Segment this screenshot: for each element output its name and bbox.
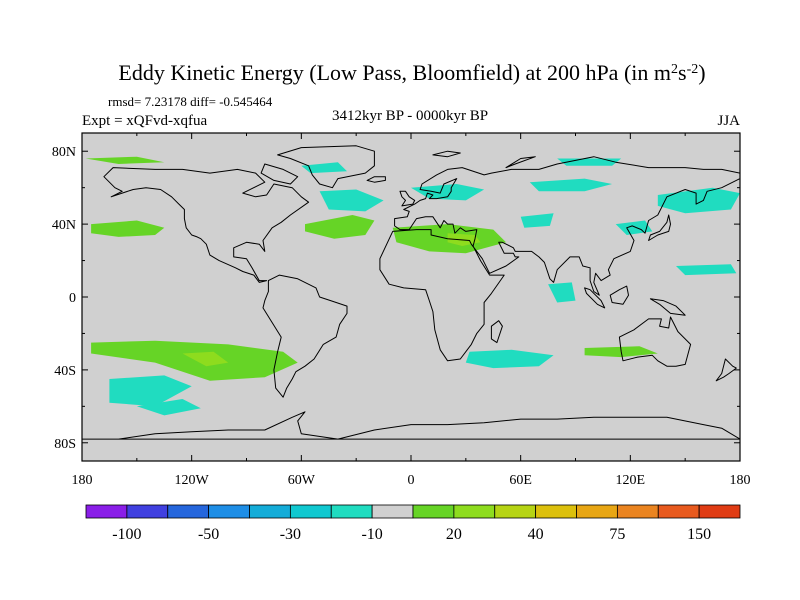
coastline-novaya-zemlya: [505, 156, 536, 169]
colorbar-label: 40: [528, 526, 544, 543]
anomaly-w-pacific-neg: [676, 264, 737, 276]
colorbar-label: -30: [280, 526, 301, 543]
coastline-new-guinea: [649, 298, 686, 316]
anomaly-europe-neg: [411, 184, 485, 201]
coastline-north-america: [103, 167, 310, 283]
anomaly-layer: [85, 156, 740, 416]
colorbar-box: [453, 504, 496, 519]
coastline-new-zealand: [715, 358, 737, 382]
colorbar-label: -10: [361, 526, 382, 543]
colorbar-box: [330, 504, 373, 519]
colorbar-box: [249, 504, 291, 519]
title-sup-2: -2: [687, 62, 699, 77]
anomaly-s-pacific-neg: [109, 375, 192, 407]
experiment-label: Expt = xQFvd-xqfua: [82, 113, 207, 129]
lon-tick-label: 120E: [616, 473, 646, 488]
coastline-australia: [618, 316, 692, 367]
lon-tick-label: 0: [408, 473, 415, 488]
colorbar-box: [412, 504, 455, 519]
coastline-madagascar: [490, 320, 503, 344]
coastline-south-america: [262, 274, 348, 398]
coastline-sumatra: [584, 287, 606, 309]
title-mid: s: [678, 60, 687, 85]
coastline-greenland: [277, 145, 375, 189]
colorbar: -100 -50 -30 -10 20 40 75 150: [85, 504, 741, 543]
coastline-japan: [648, 214, 671, 241]
colorbar-box: [126, 504, 169, 519]
anomaly-antarctic-neg: [136, 399, 201, 416]
colorbar-box: [494, 504, 537, 519]
anomaly-n-atlantic-pos: [305, 215, 375, 239]
coastline-britain: [399, 190, 416, 207]
coastline-svalbard: [432, 150, 461, 158]
lat-tick-label: 80N: [52, 145, 76, 160]
title-close: ): [698, 60, 705, 85]
coastline-layer: [82, 145, 740, 440]
anomaly-greenland-neg: [301, 162, 347, 174]
anomaly-s-pacific-pos: [91, 340, 298, 381]
colorbar-box: [576, 504, 618, 519]
anomaly-arctic-pos: [85, 156, 165, 164]
anomaly-s-pacific-pos-core: [182, 351, 229, 367]
anomaly-indian-neg: [548, 282, 576, 303]
coastline-iceland: [366, 176, 386, 183]
lat-tick-label: 40S: [54, 364, 76, 379]
title-sup-1: 2: [671, 62, 678, 77]
colorbar-box: [616, 504, 659, 519]
coastline-europe-africa-asia: [379, 156, 740, 362]
period-label: 3412kyr BP - 0000kyr BP: [332, 108, 488, 124]
coastline-baffin: [260, 163, 299, 185]
colorbar-box: [85, 504, 128, 519]
title-main: Eddy Kinetic Energy (Low Pass, Bloomfiel…: [118, 60, 671, 85]
stats-line: rmsd= 7.23178 diff= -0.545464: [108, 94, 273, 109]
latitude-axis: 80N 40N 0 40S 80S: [52, 145, 740, 452]
lon-tick-label: 180: [730, 473, 751, 488]
anomaly-s-indian-neg: [465, 349, 554, 369]
lat-tick-label: 40N: [52, 218, 76, 233]
colorbar-box: [289, 504, 332, 519]
colorbar-label: -100: [112, 526, 141, 543]
season-label: JJA: [717, 113, 740, 129]
lat-tick-label: 80S: [54, 437, 76, 452]
anomaly-n-pacific-neg: [657, 187, 740, 214]
colorbar-box: [167, 504, 210, 519]
coastline-borneo: [609, 285, 629, 305]
lon-tick-label: 60W: [288, 473, 316, 488]
anomaly-e-pacific-pos: [91, 220, 165, 237]
colorbar-label: -50: [198, 526, 219, 543]
figure-title: Eddy Kinetic Energy (Low Pass, Bloomfiel…: [118, 60, 705, 85]
coastline-antarctica: [82, 411, 740, 440]
longitude-axis: 180 120W 60W 0 60E 120E 180: [72, 133, 751, 488]
colorbar-box: [535, 504, 577, 519]
colorbar-box: [657, 504, 700, 519]
anomaly-n-atlantic-neg: [319, 189, 384, 212]
lon-tick-label: 180: [72, 473, 93, 488]
anomaly-siberia-neg: [529, 178, 613, 192]
colorbar-box: [208, 504, 250, 519]
colorbar-label: 20: [446, 526, 462, 543]
colorbar-box: [698, 504, 741, 519]
colorbar-label: 150: [687, 526, 711, 543]
lon-tick-label: 120W: [175, 473, 210, 488]
lat-tick-label: 0: [69, 291, 76, 306]
lon-tick-label: 60E: [509, 473, 532, 488]
anomaly-caspian-neg: [520, 213, 554, 228]
colorbar-box: [371, 504, 414, 519]
colorbar-label: 75: [609, 526, 625, 543]
